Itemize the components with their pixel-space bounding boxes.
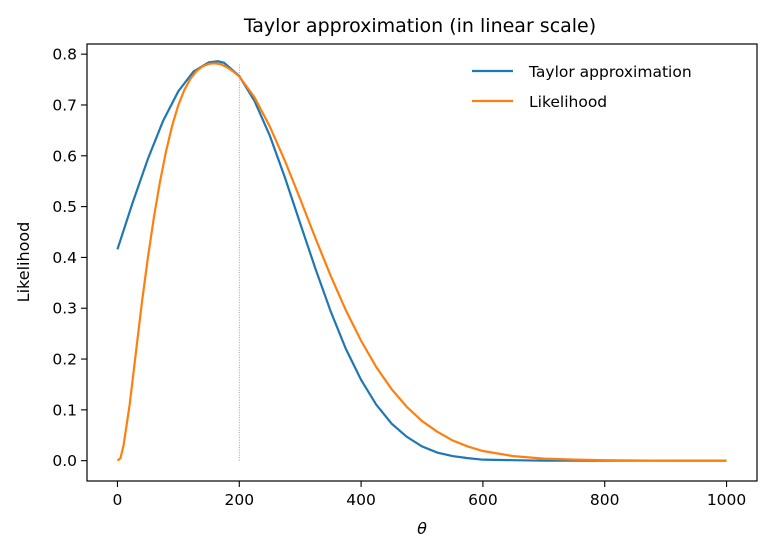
x-tick-label: 200 <box>224 491 254 509</box>
legend: Taylor approximation Likelihood <box>472 63 692 111</box>
y-tick-label: 0.5 <box>52 198 77 216</box>
x-tick-label: 1000 <box>707 491 746 509</box>
legend-label-taylor-approximation: Taylor approximation <box>528 63 692 81</box>
x-axis-label: θ <box>417 519 427 538</box>
taylor-approximation-line <box>116 60 727 462</box>
x-tick-label: 400 <box>346 491 376 509</box>
plot-frame <box>86 43 758 482</box>
y-tick-label: 0.8 <box>52 46 77 64</box>
y-tick-label: 0.0 <box>52 452 77 470</box>
x-tick-label: 800 <box>590 491 620 509</box>
likelihood-line <box>116 62 727 462</box>
y-tick-label: 0.1 <box>52 401 77 419</box>
y-tick-label: 0.4 <box>52 249 77 267</box>
x-tick-label: 600 <box>468 491 498 509</box>
y-tick-label: 0.2 <box>52 351 77 369</box>
x-axis-ticks: 0 200 400 600 800 1000 <box>113 481 746 509</box>
x-tick-label: 0 <box>113 491 123 509</box>
y-axis-label: Likelihood <box>14 222 33 303</box>
y-tick-label: 0.3 <box>52 300 77 318</box>
y-tick-label: 0.7 <box>52 96 77 114</box>
plot-area <box>86 43 758 482</box>
chart-title: Taylor approximation (in linear scale) <box>243 15 596 37</box>
legend-label-likelihood: Likelihood <box>529 93 607 111</box>
y-tick-label: 0.6 <box>52 147 77 165</box>
y-axis-ticks: 0.0 0.1 0.2 0.3 0.4 0.5 0.6 0.7 0.8 <box>52 46 87 470</box>
